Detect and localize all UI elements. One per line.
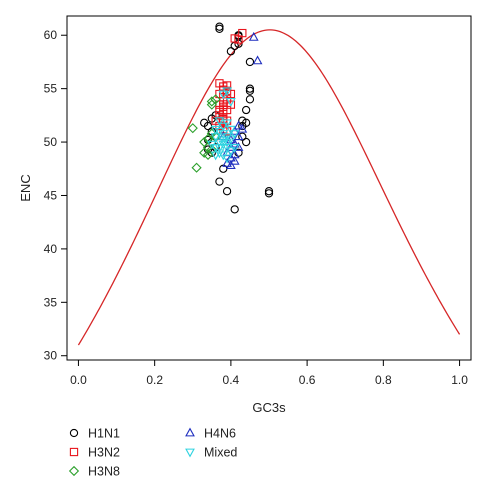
point-mixed [225,98,236,107]
point-h1n1 [215,24,224,33]
point-h3n8 [206,96,217,107]
y-tick-label: 45 [44,188,58,202]
point-mixed [210,133,221,143]
point-mixed [229,143,240,153]
point-h3n2 [215,105,224,115]
legend-marker-h1n1 [69,428,79,438]
legend-item-h3n2: H3N2 [69,446,120,460]
point-h3n2 [238,28,247,38]
plot-frame-layer [66,15,472,361]
legend-item-h4n6: H4N6 [185,427,236,441]
y-tick-label: 40 [44,242,58,256]
point-mixed [206,140,217,150]
y-tick-label: 30 [44,349,58,363]
point-h1n1 [215,22,224,31]
series-mixed [206,87,240,164]
point-h1n1 [264,187,274,196]
point-mixed [218,122,229,132]
x-tick-label: 1.0 [451,373,468,387]
point-mixed [218,90,229,100]
legend-marker-h3n8 [68,465,80,477]
x-axis-title: GC3s [252,400,286,415]
point-h4n6 [233,131,244,141]
point-h3n8 [191,162,202,173]
point-mixed [214,143,225,153]
legend-marker-mixed [185,448,195,458]
point-mixed [214,138,225,148]
point-mixed [210,125,221,135]
point-mixed [225,147,236,157]
legend-label-h3n8: H3N8 [88,465,120,479]
legend-label-mixed: Mixed [204,446,237,460]
point-mixed [222,119,232,129]
point-mixed [225,125,236,135]
point-h1n1 [241,105,251,115]
expected-enc-curve [77,29,461,346]
point-mixed [214,117,225,127]
point-h1n1 [215,177,224,186]
point-h4n6 [225,160,236,169]
x-tick-label: 0.0 [70,373,87,387]
x-tick-label: 0.2 [146,373,163,387]
point-h3n2 [219,116,228,125]
x-tick-label: 0.8 [375,373,392,387]
y-tick-label: 35 [44,295,58,309]
point-mixed [222,154,232,164]
y-tick-label: 55 [44,82,58,96]
y-axis-title: ENC [18,174,33,201]
point-h1n1 [226,47,236,56]
series-h1n1 [200,22,274,214]
point-h3n8 [206,99,217,110]
point-h1n1 [245,84,255,93]
point-h4n6 [252,55,263,65]
point-h1n1 [245,95,255,104]
point-h1n1 [230,205,239,214]
point-h4n6 [229,155,240,165]
x-tick-label: 0.4 [223,373,240,387]
point-h1n1 [245,57,255,67]
point-h4n6 [237,123,248,133]
legend-marker-h3n2 [69,447,79,457]
point-mixed [218,136,229,146]
point-mixed [229,130,240,139]
point-h1n1 [245,86,255,95]
point-h4n6 [225,141,236,151]
point-h1n1 [238,132,247,141]
point-h1n1 [238,121,247,131]
point-h1n1 [264,189,274,198]
point-mixed [210,151,221,161]
axes-layer: 0.0 0.2 0.4 0.6 0.8 1.0 30 35 40 45 50 55 60 GC3s ENC [18,28,468,415]
legend: H1N1 H3N2 H3N8 H4N6 Mixed [68,427,237,479]
legend-label-h4n6: H4N6 [204,427,236,441]
point-h3n8 [187,123,198,134]
legend-label-h1n1: H1N1 [88,427,120,441]
y-tick-label: 60 [44,28,58,42]
point-h4n6 [248,31,259,41]
point-h1n1 [222,187,232,196]
legend-item-h3n8: H3N8 [68,465,120,479]
y-tick-label: 50 [44,135,58,149]
x-tick-label: 0.6 [299,373,316,387]
point-mixed [214,127,225,137]
point-h3n8 [210,94,221,105]
point-h4n6 [233,120,244,130]
point-h1n1 [241,137,251,147]
legend-label-h3n2: H3N2 [88,446,120,460]
data-points-layer [187,22,274,214]
point-h4n6 [229,138,240,148]
legend-marker-h4n6 [185,427,195,437]
legend-item-mixed: Mixed [185,446,237,460]
legend-item-h1n1: H1N1 [69,427,120,441]
point-h3n8 [202,149,214,160]
point-h4n6 [222,157,232,167]
point-mixed [214,149,225,159]
point-h4n6 [233,141,244,151]
point-h3n2 [226,100,236,109]
expected-enc-curve-layer [77,29,461,346]
plot-frame [66,15,472,361]
point-mixed [222,138,232,148]
series-h3n2 [211,28,247,136]
